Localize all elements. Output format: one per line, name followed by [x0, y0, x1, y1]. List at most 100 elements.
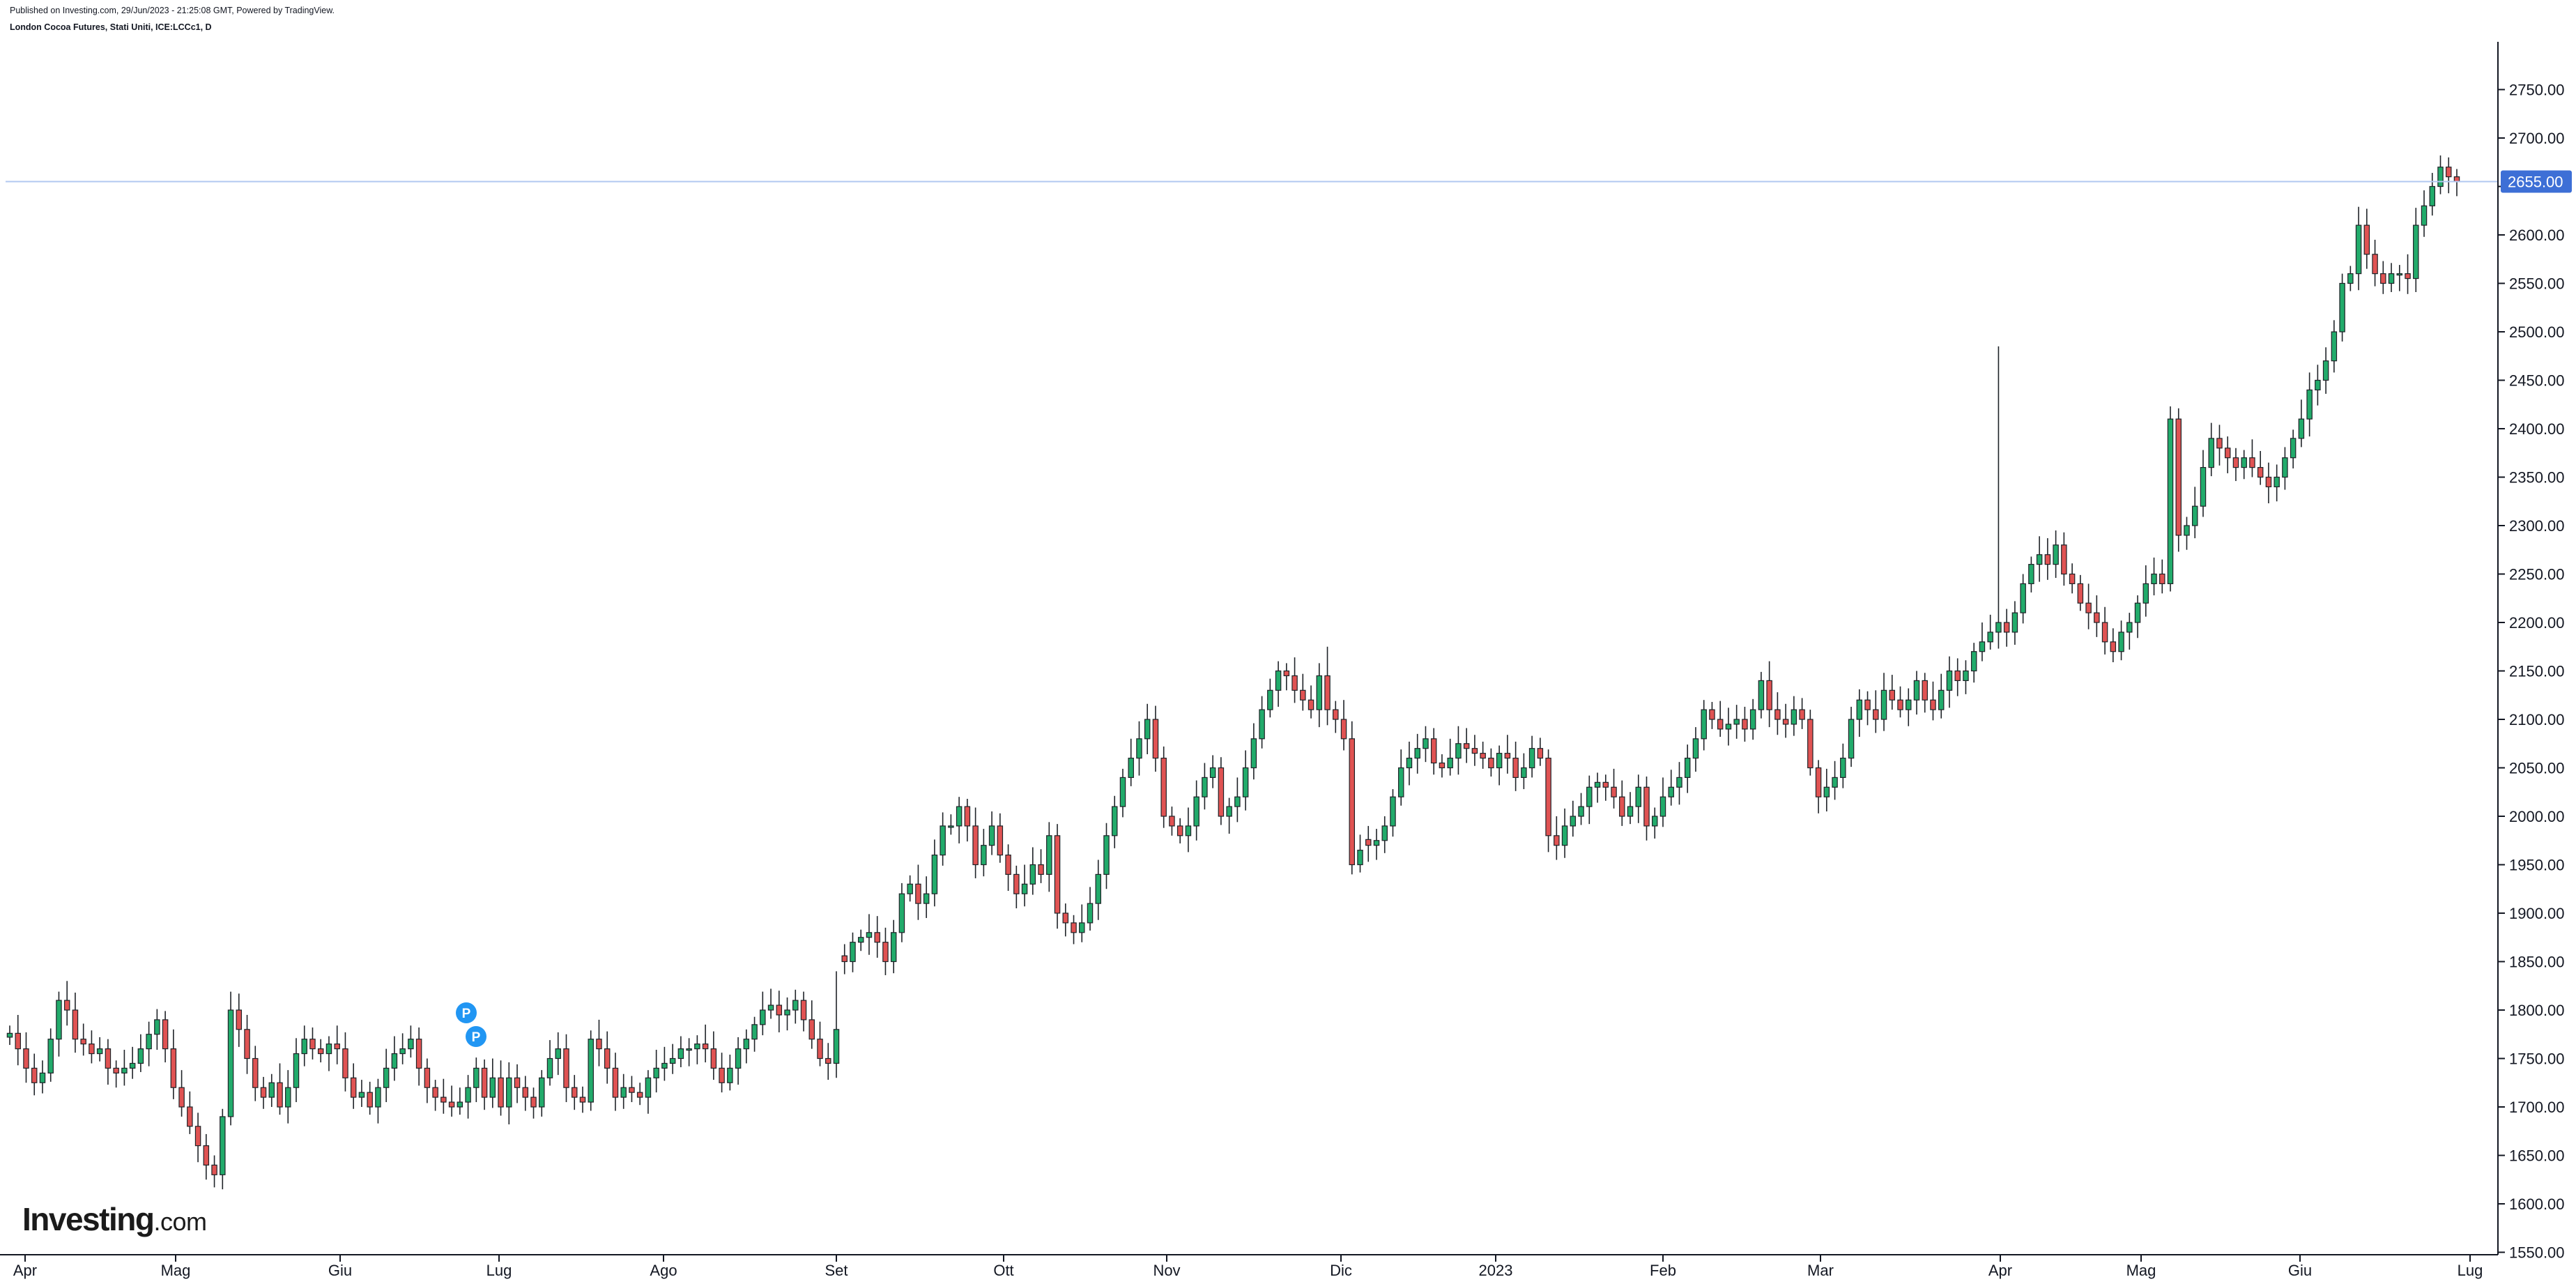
candle: [1071, 915, 1077, 945]
candle: [220, 1108, 226, 1190]
y-tick-label: 1800.00: [2509, 1002, 2565, 1019]
candle-body-up: [1528, 748, 1535, 769]
candle: [1013, 865, 1020, 909]
candle: [1381, 816, 1388, 853]
candle: [1856, 689, 1863, 737]
candle: [2011, 601, 2018, 645]
candle: [1087, 887, 1094, 931]
candle: [1136, 721, 1142, 776]
candle: [2388, 263, 2395, 293]
candle: [2355, 206, 2362, 291]
candle: [620, 1073, 627, 1109]
candle: [236, 993, 243, 1047]
y-tick-label: 1750.00: [2509, 1050, 2565, 1068]
candle-body-up: [506, 1077, 512, 1108]
candle: [1447, 738, 1453, 776]
y-tick-label: 2100.00: [2509, 711, 2565, 728]
candle-body-down: [1300, 689, 1306, 701]
candle-body-up: [1651, 816, 1658, 827]
candle-body-up: [457, 1101, 463, 1108]
candle: [1218, 757, 1225, 825]
candle-body-down: [710, 1048, 717, 1069]
candle: [1799, 698, 1805, 729]
candle-body-down: [1169, 816, 1175, 827]
candle-body-down: [63, 1000, 70, 1011]
candle-body-down: [1774, 709, 1781, 720]
candle: [1504, 735, 1511, 774]
x-tick-label: Apr: [1988, 1262, 2012, 1279]
candle: [2437, 155, 2444, 194]
candle: [31, 1053, 38, 1096]
candle: [2020, 574, 2026, 624]
candle: [2110, 628, 2117, 662]
candle-body-up: [898, 893, 905, 933]
candle-body-down: [882, 942, 889, 963]
candle-body-up: [2396, 273, 2403, 276]
candle: [1349, 721, 1356, 875]
y-tick-label: 2400.00: [2509, 420, 2565, 438]
candle: [841, 944, 848, 975]
candle-body-down: [1742, 719, 1748, 730]
candle: [178, 1070, 185, 1117]
candle-body-up: [1627, 806, 1634, 817]
candle: [1880, 673, 1887, 731]
dividend-marker[interactable]: P: [456, 1002, 477, 1023]
candle: [2249, 439, 2255, 477]
candle-body-up: [2053, 544, 2059, 565]
candle: [80, 1023, 86, 1056]
candle: [784, 997, 790, 1031]
y-tick-label: 2150.00: [2509, 663, 2565, 680]
candle-body-up: [653, 1067, 659, 1078]
candle: [2241, 450, 2247, 480]
candle-body-up: [1521, 767, 1527, 778]
candle-body-up: [375, 1087, 381, 1108]
candle-body-down: [1488, 757, 1494, 769]
y-tick-label: 1700.00: [2509, 1099, 2565, 1116]
candle: [1987, 614, 1993, 650]
candle-body-down: [1954, 670, 1961, 681]
candle-body-up: [1447, 757, 1453, 769]
published-note: Published on Investing.com, 29/Jun/2023 …: [10, 6, 335, 15]
candle: [1545, 749, 1551, 853]
candle: [825, 1043, 831, 1080]
candle: [1815, 760, 1822, 813]
candle-body-up: [2298, 418, 2305, 439]
candle-body-down: [1889, 689, 1896, 701]
candle-body-up: [743, 1039, 750, 1050]
candle: [1046, 822, 1052, 892]
candle: [137, 1034, 144, 1072]
candle: [915, 864, 921, 920]
time-axis: Apr Mag Giu Lug Ago Set Ott Nov Dic 2023 Feb Mar Apr…: [13, 1255, 2483, 1279]
candle-body-up: [2282, 457, 2288, 478]
candle: [2159, 559, 2165, 594]
candle: [498, 1060, 504, 1116]
candle: [1103, 823, 1110, 889]
candle: [2363, 208, 2370, 269]
candle: [2282, 447, 2288, 490]
candle: [1930, 681, 1936, 721]
candle-body-up: [1103, 835, 1110, 876]
candle-body-down: [800, 1000, 807, 1021]
candle: [1913, 671, 1920, 715]
candle: [1521, 753, 1527, 790]
candle: [988, 811, 995, 855]
candle: [358, 1080, 365, 1107]
candle-body-up: [47, 1039, 54, 1073]
candle: [317, 1039, 324, 1063]
candle-body-up: [1987, 632, 1993, 643]
candle-body-up: [907, 883, 913, 894]
candle: [2184, 517, 2190, 550]
candle-body-up: [2036, 554, 2043, 565]
dividend-marker[interactable]: P: [466, 1026, 486, 1047]
candle: [2077, 574, 2084, 611]
candle: [56, 991, 62, 1057]
y-tick-label: 1850.00: [2509, 954, 2565, 971]
candle-body-down: [1463, 743, 1470, 749]
candle-body-up: [1209, 767, 1216, 778]
candle: [890, 919, 897, 974]
candle-body-up: [2142, 583, 2149, 604]
candle-body-down: [2110, 641, 2117, 652]
candle-body-up: [1046, 835, 1052, 876]
candle-body-down: [448, 1101, 455, 1108]
